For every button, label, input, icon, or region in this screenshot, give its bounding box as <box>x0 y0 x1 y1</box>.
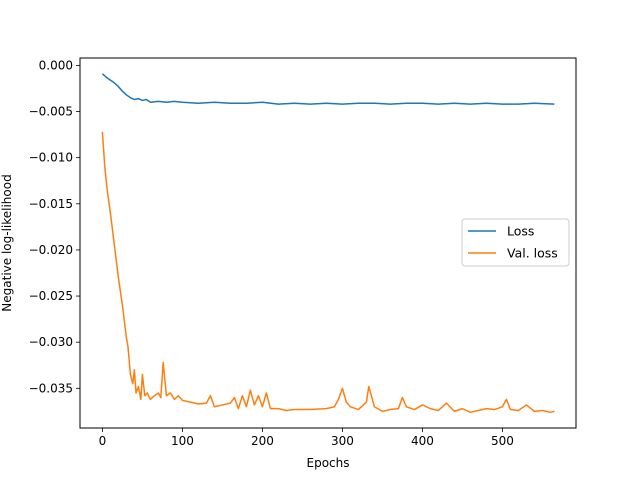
y-tick-label: 0.000 <box>39 58 73 72</box>
x-tick-label: 300 <box>331 434 354 448</box>
series-line-val-loss <box>101 131 555 414</box>
series-line-loss <box>101 73 555 105</box>
y-axis-ticks: 0.000 −0.005 −0.010 −0.015 −0.020 −0.025 −0.03… <box>29 58 80 395</box>
legend: Loss Val. loss <box>461 218 570 267</box>
y-tick-label: −0.025 <box>29 289 73 303</box>
x-tick-label: 500 <box>491 434 514 448</box>
x-tick-label: 100 <box>171 434 194 448</box>
x-axis-label: Epochs <box>307 456 350 470</box>
legend-label-loss: Loss <box>507 224 534 239</box>
y-tick-label: −0.005 <box>29 105 73 119</box>
y-axis-label: Negative log-likelihood <box>0 174 14 311</box>
y-tick-label: −0.035 <box>29 381 73 395</box>
y-tick-label: −0.020 <box>29 243 73 257</box>
legend-label-val-loss: Val. loss <box>507 246 558 261</box>
x-tick-label: 400 <box>411 434 434 448</box>
x-tick-label: 200 <box>251 434 274 448</box>
x-tick-label: 0 <box>99 434 107 448</box>
x-axis-ticks: 0 100 200 300 400 500 <box>99 428 514 448</box>
y-tick-label: −0.030 <box>29 335 73 349</box>
y-tick-label: −0.015 <box>29 197 73 211</box>
series-layer <box>101 73 555 414</box>
y-tick-label: −0.010 <box>29 151 73 165</box>
plot-frame <box>79 57 577 429</box>
